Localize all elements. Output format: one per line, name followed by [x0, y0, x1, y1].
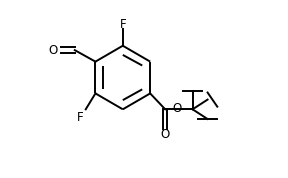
- Text: F: F: [77, 111, 84, 124]
- Text: F: F: [120, 17, 126, 30]
- Text: O: O: [48, 44, 58, 57]
- Text: O: O: [172, 102, 181, 115]
- Text: O: O: [161, 127, 170, 141]
